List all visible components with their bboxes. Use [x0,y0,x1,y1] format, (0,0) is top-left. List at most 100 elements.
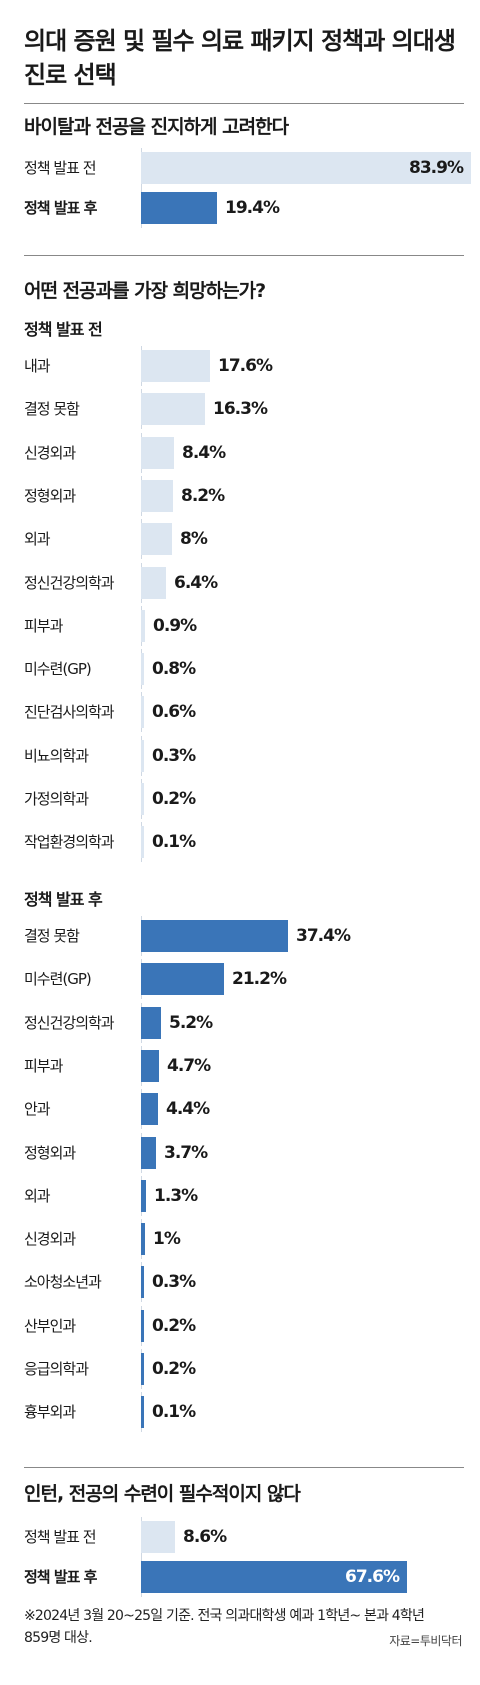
bar-label: 신경외과 [24,1230,76,1249]
bar-row: 미수련(GP) 21.2% [0,959,480,1000]
bar-value-label: 83.9% [409,158,464,178]
divider [24,255,464,256]
bar-row: 비뇨의학과 0.3% [0,735,480,776]
bar-value-label: 6.4% [174,572,218,593]
divider [24,1467,464,1468]
bar [141,1561,407,1593]
bar [141,963,224,996]
bar-value-label: 4.4% [166,1099,210,1120]
bar-row: 정책 발표 후 19.4% [0,188,480,228]
bar [141,566,166,599]
bar-label: 결정 못함 [24,400,80,419]
bar-row: 정형외과 3.7% [0,1132,480,1173]
bar-value-label: 0.2% [152,789,196,809]
bar-row: 결정 못함 16.3% [0,389,480,430]
bar-row: 신경외과 8.4% [0,432,480,473]
bar [141,1179,146,1212]
bar-row: 작업환경의학과 0.1% [0,822,480,863]
divider [24,103,464,104]
page-title: 의대 증원 및 필수 의료 패키지 정책과 의대생 진로 선택 [24,27,456,89]
bar [141,739,144,772]
bar [141,436,174,469]
bar-value-label: 8.2% [181,485,225,506]
subhead-before: 정책 발표 전 [24,320,103,339]
bar [141,479,173,512]
bar-value-label: 0.3% [152,745,196,766]
bar-label: 안과 [24,1100,51,1119]
bar-value-label: 0.1% [152,832,196,853]
bar [141,1521,175,1553]
bar-label: 응급의학과 [24,1360,89,1378]
bar-label: 소아청소년과 [24,1273,102,1292]
bar-row: 안과 4.4% [0,1089,480,1130]
bar [141,920,288,952]
bar-label: 미수련(GP) [24,970,92,989]
bar-value-label: 4.7% [167,1055,211,1076]
bar-label: 산부인과 [24,1316,76,1335]
bar-label: 비뇨의학과 [24,746,89,765]
bar-row: 응급의학과 0.2% [0,1349,480,1389]
bar-value-label: 21.2% [232,969,287,990]
bar-value-label: 8.6% [183,1527,227,1547]
bar-label: 정책 발표 후 [24,199,97,217]
section-title-intern: 인턴, 전공의 수련이 필수적이지 않다 [24,1483,301,1505]
bar-row: 피부과 0.9% [0,605,480,646]
bar [141,826,144,859]
bar-label: 정책 발표 후 [24,1568,97,1586]
bar-row: 정책 발표 전 83.9% [0,148,480,188]
bar-row: 외과 1.3% [0,1175,480,1216]
bar-row: 정책 발표 전 8.6% [0,1517,480,1557]
bar-value-label: 0.6% [152,702,196,723]
bar-row: 진단검사의학과 0.6% [0,692,480,733]
bar [141,350,210,382]
bar [141,152,471,184]
bar-value-label: 16.3% [213,399,268,420]
bar-label: 내과 [24,357,51,375]
bar-label: 피부과 [24,616,63,635]
bar [141,1093,158,1126]
bar-row: 외과 8% [0,519,480,560]
bar-value-label: 0.3% [152,1272,196,1293]
bar-label: 미수련(GP) [24,660,92,679]
bar-value-label: 19.4% [225,198,280,218]
bar-row: 신경외과 1% [0,1219,480,1260]
bar-value-label: 17.6% [218,356,273,376]
bar-label: 정책 발표 전 [24,1528,97,1546]
bar-value-label: 0.8% [152,659,196,680]
section-title-specialty: 어떤 전공과를 가장 희망하는가? [24,280,266,302]
bar-label: 흉부외과 [24,1403,76,1422]
bar [141,1006,161,1039]
bar-label: 외과 [24,1186,51,1205]
bar-value-label: 67.6% [345,1567,400,1587]
bar-row: 내과 17.6% [0,346,480,386]
bar-row: 흉부외과 0.1% [0,1392,480,1433]
bar-row: 정형외과 8.2% [0,475,480,516]
bar-value-label: 37.4% [296,926,351,946]
subhead-after: 정책 발표 후 [24,890,103,909]
bar [141,696,144,729]
bar-row: 소아청소년과 0.3% [0,1262,480,1303]
bar-value-label: 1% [153,1229,181,1250]
bar-value-label: 8.4% [182,442,226,463]
bar [141,523,172,556]
bar-row: 결정 못함 37.4% [0,916,480,956]
bar [141,609,145,642]
bar [141,1396,144,1429]
bar-label: 정신건강의학과 [24,1013,115,1032]
bar [141,1353,144,1385]
bar [141,653,144,686]
footnote: ※2024년 3월 20~25일 기준. 전국 의과대학생 예과 1학년~ 본과… [24,1608,425,1646]
bar [141,192,217,224]
bar-value-label: 3.7% [164,1142,208,1163]
source-label: 자료=투비닥터 [389,1634,462,1648]
bar-value-label: 0.2% [152,1359,196,1379]
bar [141,783,144,815]
bar-row: 산부인과 0.2% [0,1305,480,1346]
bar-row: 미수련(GP) 0.8% [0,649,480,690]
bar-label: 외과 [24,530,51,549]
bar-label: 피부과 [24,1056,63,1075]
bar-row: 가정의학과 0.2% [0,779,480,819]
bar-value-label: 5.2% [169,1012,213,1033]
bar [141,1136,156,1169]
bar [141,1049,159,1082]
